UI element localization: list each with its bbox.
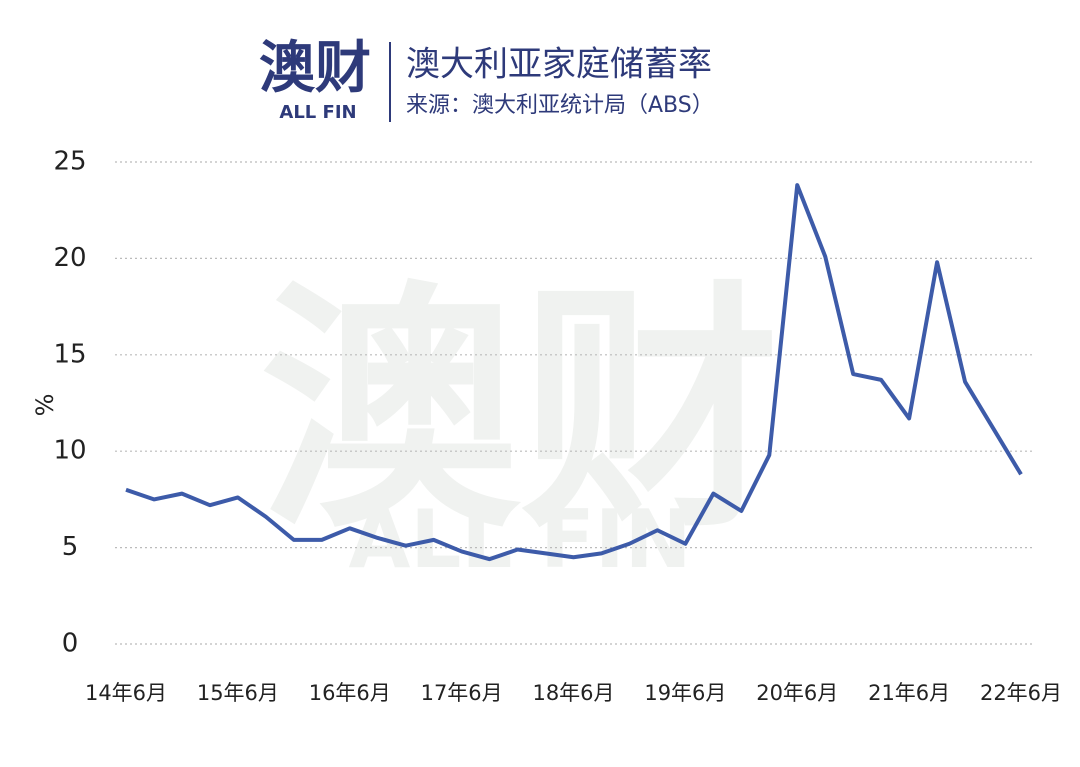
- line: [125, 183, 1023, 562]
- x-tick-label: 22年6月: [980, 681, 1062, 705]
- x-tick-label: 21年6月: [868, 681, 950, 705]
- x-tick-label: 15年6月: [197, 681, 279, 705]
- x-tick-label: 17年6月: [421, 681, 503, 705]
- watermark: 澳财: [260, 261, 780, 563]
- logo: 澳财: [259, 36, 371, 101]
- logo-sub: ALL FIN: [279, 102, 356, 123]
- x-tick-label: 20年6月: [756, 681, 838, 705]
- y-tick-label: 10: [53, 436, 86, 466]
- y-tick-label: 20: [53, 243, 86, 273]
- x-tick-label: 19年6月: [644, 681, 726, 705]
- y-axis-label: %: [31, 394, 59, 417]
- x-tick-label: 16年6月: [309, 681, 391, 705]
- chart-subtitle: 来源：澳大利亚统计局（ABS）: [406, 93, 714, 118]
- y-tick-label: 15: [53, 339, 86, 369]
- chart-title: 澳大利亚家庭储蓄率: [406, 45, 712, 85]
- y-tick-label: 0: [62, 629, 79, 659]
- x-tick-label: 18年6月: [532, 681, 614, 705]
- y-tick-label: 5: [62, 532, 79, 562]
- y-tick-label: 25: [53, 147, 86, 177]
- x-tick-label: 14年6月: [85, 681, 167, 705]
